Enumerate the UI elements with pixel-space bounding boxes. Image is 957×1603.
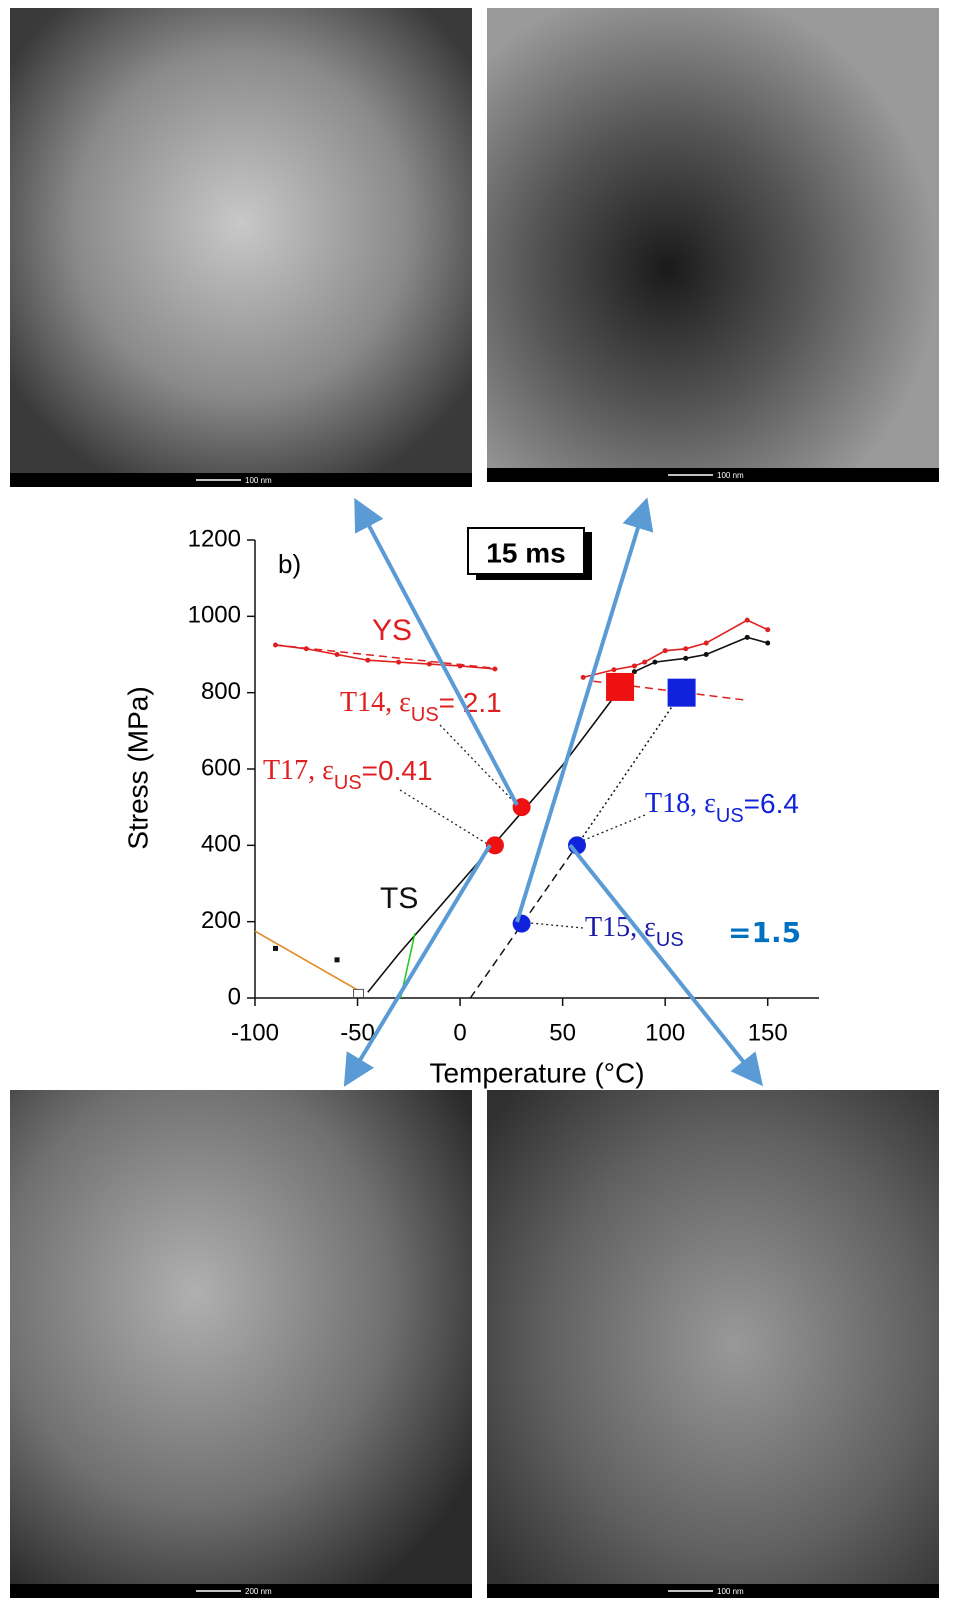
y-tick-label: 600 [201, 754, 241, 781]
annotation: YS [372, 614, 412, 647]
y-tick-label: 0 [228, 983, 241, 1010]
y-tick-label: 1000 [188, 602, 241, 629]
annotation-part: US [656, 929, 684, 951]
figure: 100 nm 100 nm 200 nm 100 nm 15 ms b) Stress… [0, 0, 957, 1598]
micrograph [10, 1090, 472, 1598]
series-dot [427, 662, 432, 667]
marker [668, 679, 696, 707]
annotation: TS [380, 882, 418, 915]
series-dot [492, 667, 497, 672]
marker [273, 946, 278, 951]
series-dot [396, 660, 401, 665]
y-tick-label: 800 [201, 678, 241, 705]
series-dot [704, 641, 709, 646]
badge: 15 ms [486, 537, 565, 568]
x-tick-label: 0 [453, 1019, 466, 1046]
series-dot [745, 635, 750, 640]
scale-label: 200 nm [245, 1587, 272, 1596]
annotation-part: T18, ε [645, 788, 716, 819]
y-tick-label: 400 [201, 831, 241, 858]
micrograph [10, 8, 472, 487]
y-tick-label: 1200 [188, 525, 241, 552]
x-tick-label: 100 [645, 1019, 685, 1046]
series-dot [765, 627, 770, 632]
annotation-part: US [411, 704, 439, 726]
annotation-part: =1.5 [728, 916, 801, 949]
x-tick-label: 150 [748, 1019, 788, 1046]
series-dot [765, 641, 770, 646]
annotation: T15, εUS [585, 912, 684, 951]
x-tick-label: 50 [549, 1019, 576, 1046]
y-tick-label: 200 [201, 907, 241, 934]
micrograph [487, 8, 939, 482]
series-line [276, 645, 491, 668]
annotation-part: TS [380, 882, 418, 915]
scale-label: 100 nm [245, 476, 272, 485]
annotation: T17, εUS=0.41 [263, 755, 433, 794]
marker [335, 957, 340, 962]
series-line [255, 931, 362, 992]
annotation-part: T17, ε [263, 755, 334, 786]
marker [513, 915, 531, 933]
annotation: T18, εUS=6.4 [645, 788, 799, 827]
annotation-part: =6.4 [744, 788, 799, 819]
annotation-part: =0.41 [362, 755, 433, 786]
series-dot [663, 648, 668, 653]
annotation-part: US [334, 772, 362, 794]
annotation-part: US [716, 805, 744, 827]
x-tick-label: -100 [231, 1019, 279, 1046]
series-dot [745, 618, 750, 623]
page: {"images": [{"scale_label": "100 nm"}, {… [0, 0, 957, 1603]
y-axis-label: Stress (MPa) [122, 686, 153, 849]
series-dot [642, 660, 647, 665]
marker [606, 673, 634, 701]
annotation: =1.5 [728, 916, 801, 949]
marker-open [354, 989, 364, 997]
series-dot [632, 663, 637, 668]
annotation-part: YS [372, 614, 412, 647]
panel-label: b) [278, 549, 301, 579]
series-line [583, 620, 768, 677]
scale-label: 100 nm [717, 1587, 744, 1596]
series-line [577, 693, 682, 846]
series-dot [683, 656, 688, 661]
series-dot [365, 658, 370, 663]
scale-label: 100 nm [717, 471, 744, 480]
series-line [634, 637, 767, 671]
series-dot [611, 667, 616, 672]
micrograph [487, 1090, 939, 1598]
series-dot [683, 646, 688, 651]
series-dot [335, 652, 340, 657]
series-dot [652, 660, 657, 665]
series-dot [704, 652, 709, 657]
series-dot [581, 675, 586, 680]
x-axis-label: Temperature (°C) [429, 1057, 644, 1088]
annotation: T14, εUS= 2.1 [340, 687, 502, 726]
annotation-part: T14, ε [340, 687, 411, 718]
